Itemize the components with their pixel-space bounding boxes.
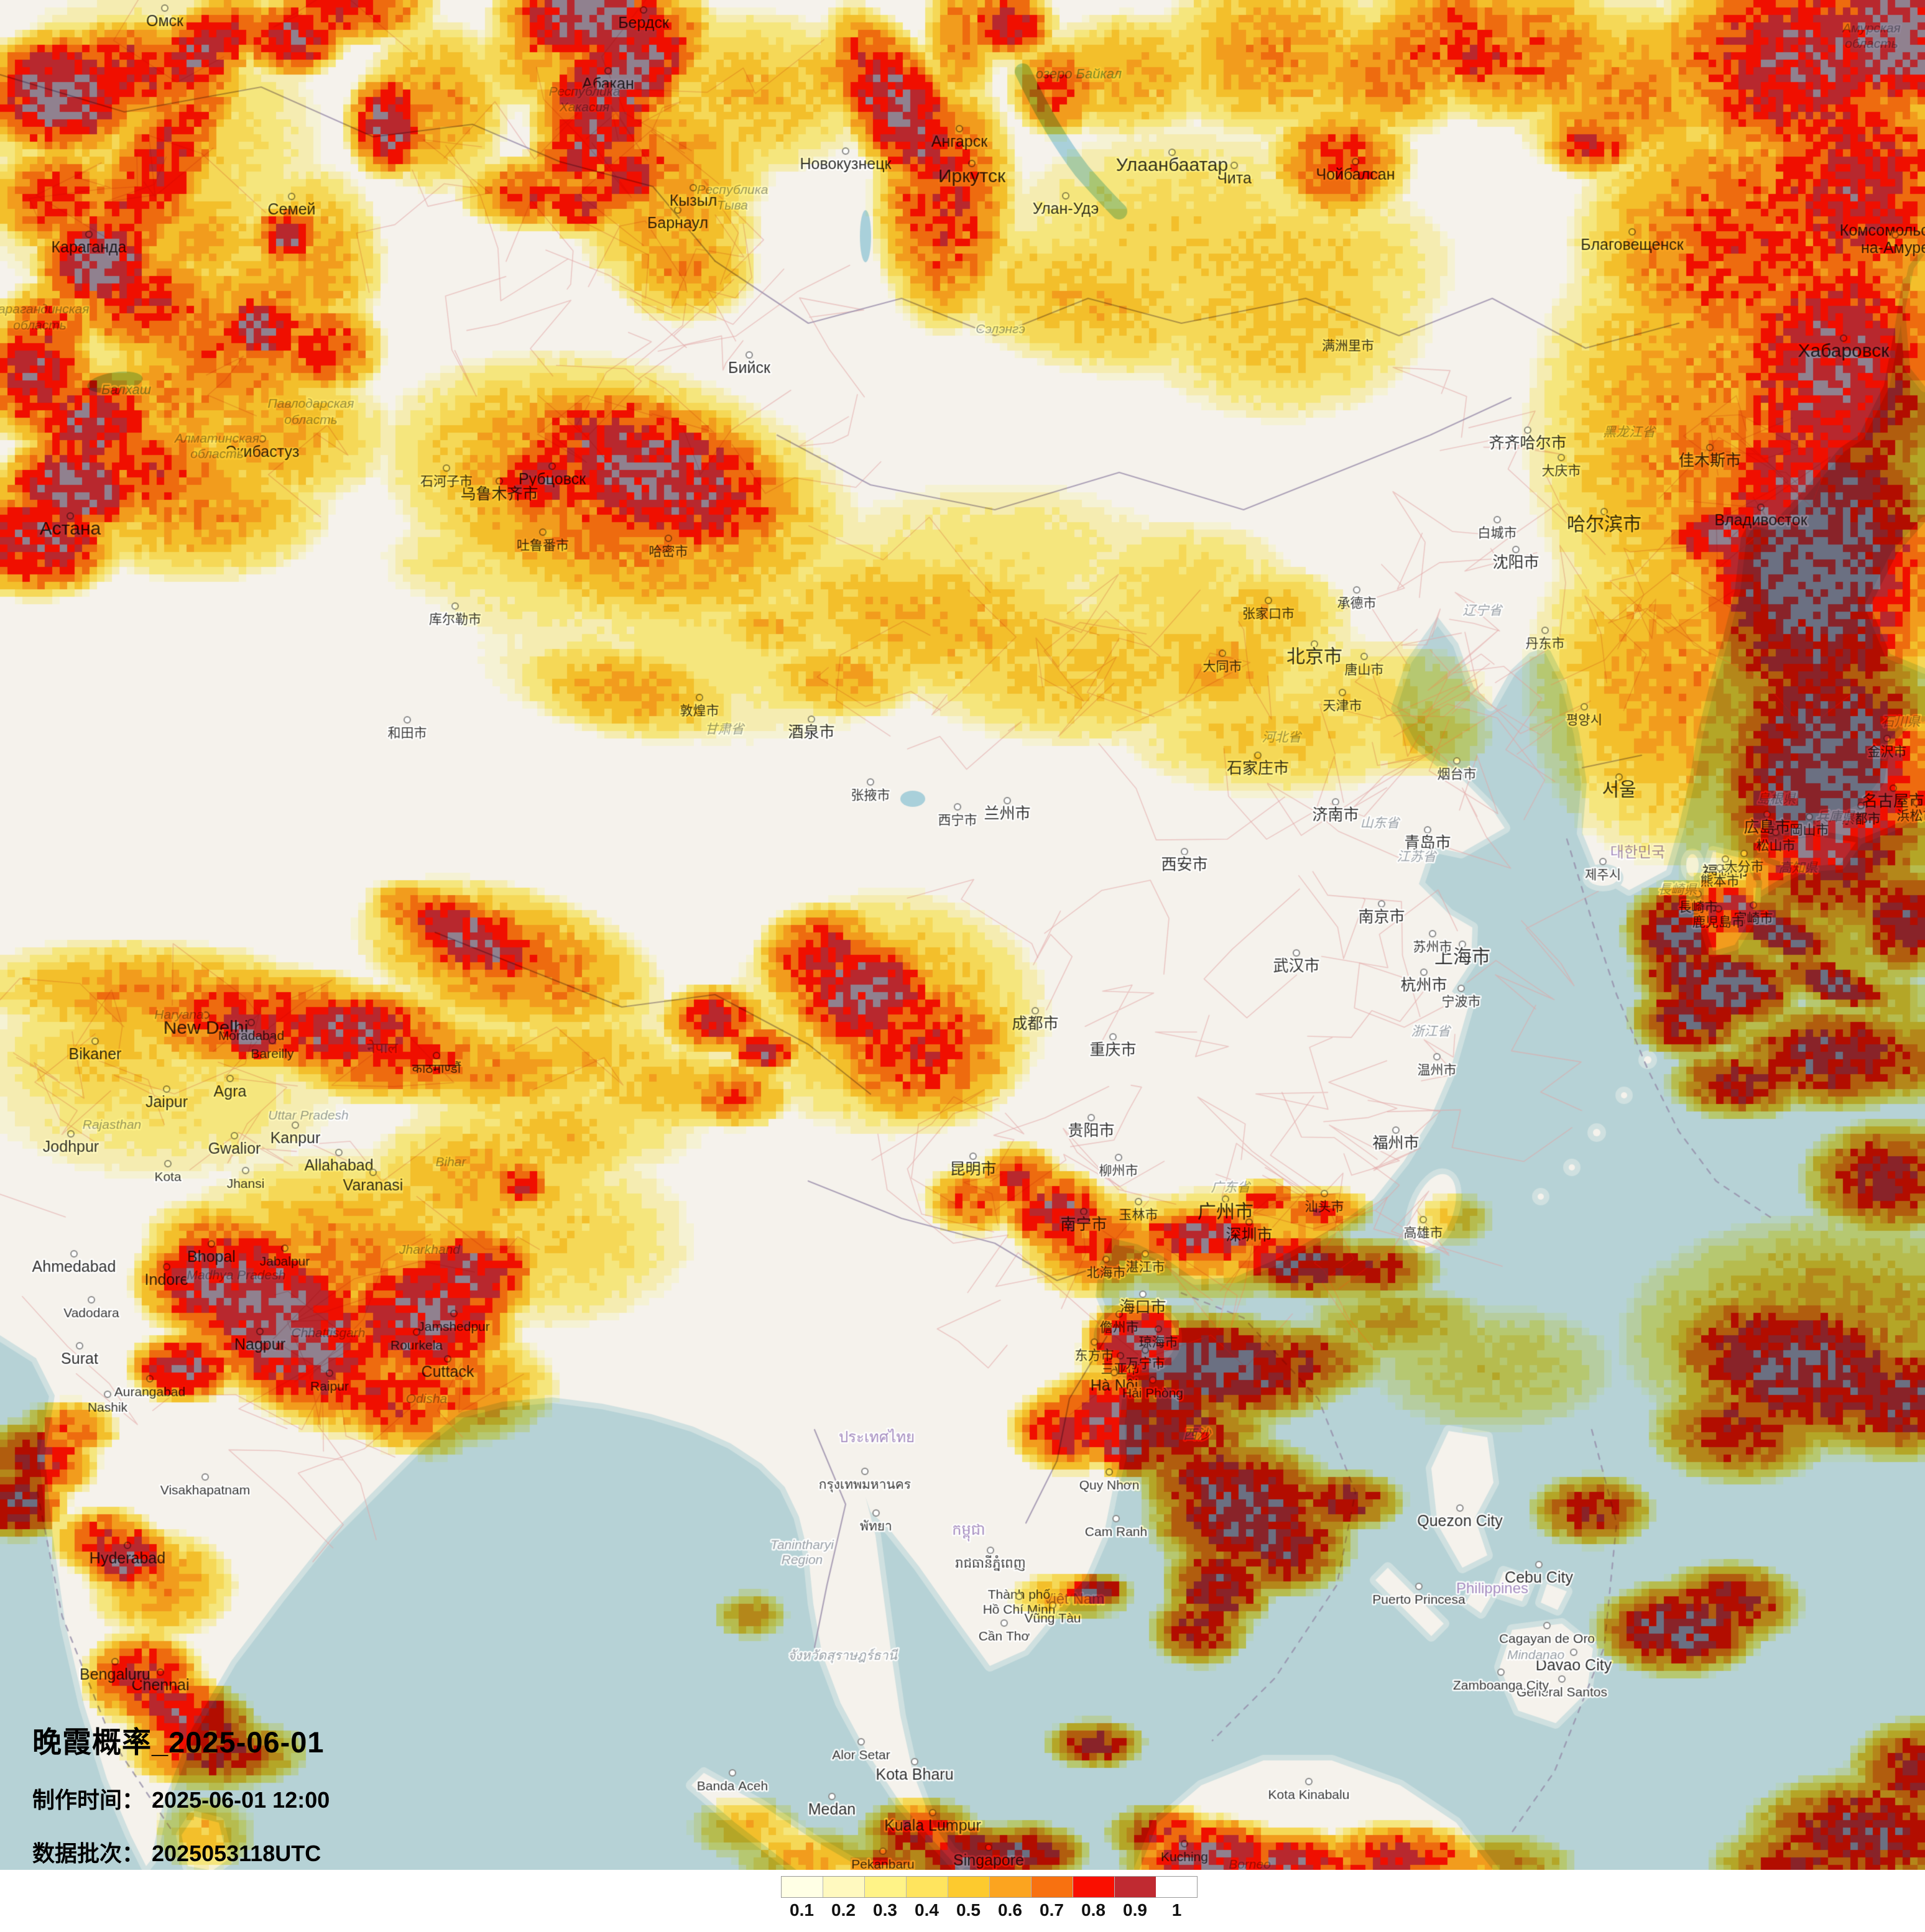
produced-time-line: 制作时间： 2025-06-01 12:00 (32, 1782, 330, 1815)
data-batch-label: 数据批次： (32, 1841, 145, 1866)
legend-tick-label: 0.9 (1123, 1900, 1147, 1920)
probability-legend: 0.1 0.2 0.3 0.4 0.5 0.6 0.7 0.8 0.9 1 (781, 1876, 1198, 1920)
legend-swatch (1073, 1877, 1115, 1897)
legend-swatch (907, 1877, 948, 1897)
data-batch-value: 2025053118UTC (152, 1841, 321, 1866)
legend-tick-label: 0.6 (998, 1900, 1022, 1920)
legend-tick-labels: 0.1 0.2 0.3 0.4 0.5 0.6 0.7 0.8 0.9 1 (781, 1900, 1198, 1920)
legend-swatch (1032, 1877, 1073, 1897)
legend-tick-label: 0.3 (873, 1900, 897, 1920)
map-title: 晚霞概率_2025-06-01 (32, 1726, 325, 1759)
legend-swatch (1115, 1877, 1156, 1897)
legend-tick-label: 0.7 (1040, 1900, 1064, 1920)
legend-swatch (948, 1877, 990, 1897)
map-canvas (0, 0, 1925, 1870)
legend-swatch (990, 1877, 1032, 1897)
legend-tick-label: 0.5 (956, 1900, 981, 1920)
bottom-strip: 0.1 0.2 0.3 0.4 0.5 0.6 0.7 0.8 0.9 1 (0, 1870, 1925, 1932)
legend-color-bar (781, 1876, 1198, 1898)
produced-time-value: 2025-06-01 12:00 (152, 1787, 330, 1813)
legend-tick-label: 1 (1171, 1900, 1182, 1920)
produced-time-label: 制作时间： (32, 1788, 145, 1813)
legend-tick-label: 0.2 (831, 1900, 856, 1920)
legend-tick-label: 0.4 (915, 1900, 939, 1920)
legend-swatch (782, 1877, 823, 1897)
legend-swatch (823, 1877, 865, 1897)
data-batch-line: 数据批次： 2025053118UTC (32, 1836, 330, 1868)
legend-tick-label: 0.1 (790, 1900, 814, 1920)
title-block: 晚霞概率_2025-06-01 制作时间： 2025-06-01 12:00 数… (32, 1718, 330, 1868)
legend-swatch (865, 1877, 907, 1897)
legend-tick-label: 0.8 (1081, 1900, 1106, 1920)
